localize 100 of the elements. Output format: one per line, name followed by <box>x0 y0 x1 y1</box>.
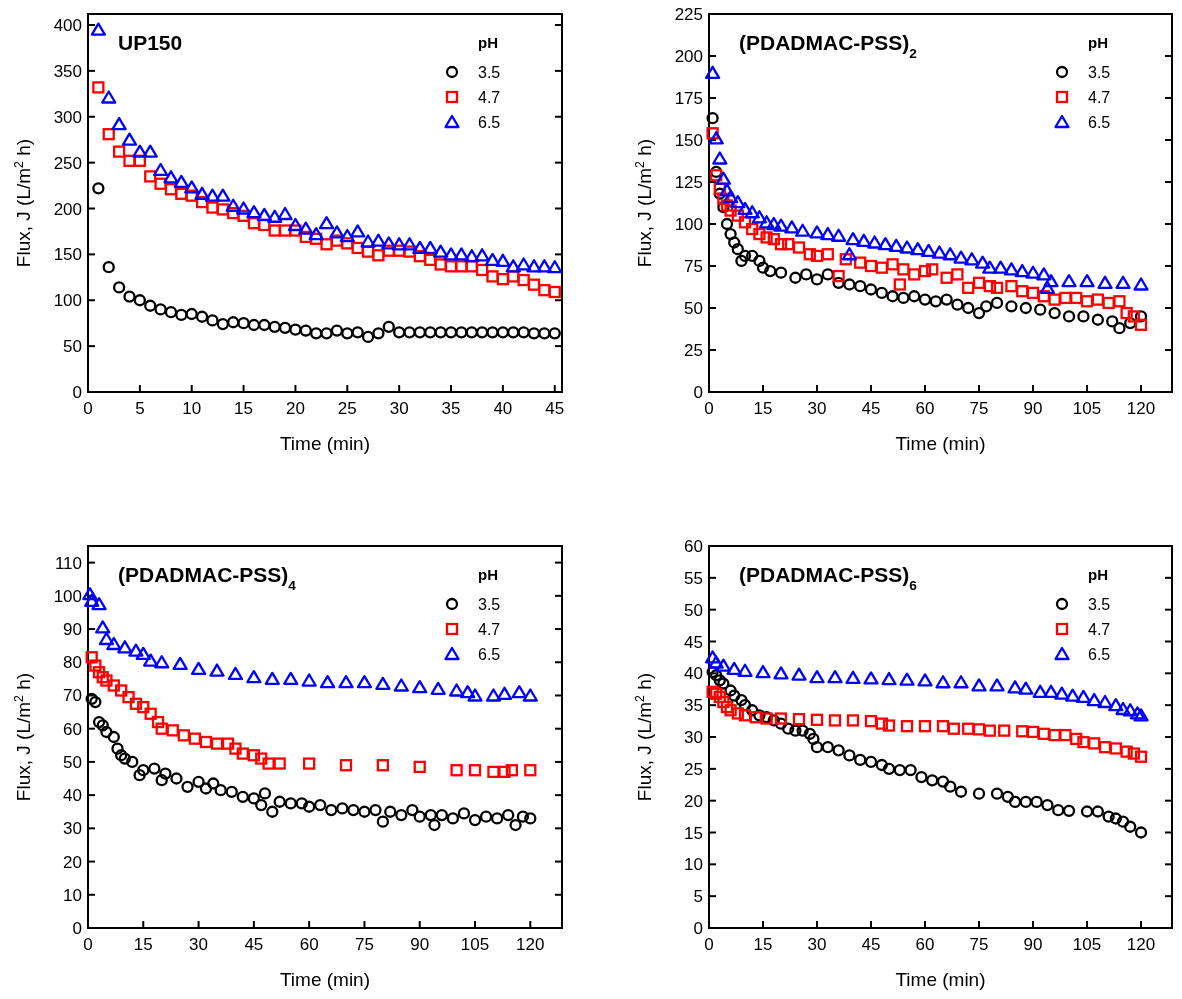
y-tick-label: 110 <box>54 553 82 573</box>
x-tick-label: 15 <box>133 935 153 954</box>
point <box>132 144 148 158</box>
point <box>1059 728 1072 742</box>
y-tick-label: 100 <box>53 291 82 311</box>
point <box>1077 735 1090 749</box>
point <box>810 741 824 754</box>
point <box>980 300 993 313</box>
point <box>424 326 437 339</box>
legend-label: 4.7 <box>478 89 501 106</box>
point <box>893 278 906 291</box>
point <box>1070 291 1083 305</box>
point <box>310 327 323 340</box>
point <box>738 699 752 712</box>
point <box>1079 273 1095 288</box>
point <box>1070 732 1083 746</box>
y-tick-label: 40 <box>684 664 703 684</box>
point <box>1134 310 1148 323</box>
point <box>246 205 262 219</box>
y-tick-label: 60 <box>684 537 703 556</box>
point <box>95 620 111 634</box>
point <box>356 675 373 689</box>
y-tick-label: 50 <box>63 752 82 772</box>
point <box>393 678 409 692</box>
point <box>1041 798 1054 812</box>
point <box>199 735 213 749</box>
y-tick-label: 20 <box>684 791 703 811</box>
x-tick-label: 45 <box>545 399 565 418</box>
point <box>708 131 724 145</box>
point <box>495 253 511 267</box>
point <box>918 293 932 306</box>
point <box>807 732 820 746</box>
point <box>1026 286 1040 300</box>
point <box>713 182 726 195</box>
x-tick-label: 45 <box>244 935 264 954</box>
point <box>915 770 928 784</box>
point <box>710 669 723 682</box>
point <box>951 268 964 281</box>
point <box>381 236 397 250</box>
point <box>888 238 904 252</box>
point <box>828 714 842 727</box>
point <box>989 678 1005 692</box>
point <box>1005 300 1018 313</box>
point <box>216 203 229 216</box>
point <box>1048 728 1061 742</box>
legend-title: pH <box>478 34 498 51</box>
point <box>1109 812 1122 825</box>
point <box>142 144 158 158</box>
y-tick-label: 175 <box>674 89 703 108</box>
point <box>715 171 732 185</box>
point <box>329 225 345 239</box>
x-tick-label: 45 <box>861 935 881 954</box>
point <box>1037 727 1050 740</box>
point <box>107 730 120 744</box>
point <box>940 271 953 284</box>
point <box>899 240 915 254</box>
point <box>722 189 739 204</box>
point <box>1088 737 1101 750</box>
legend-label: 3.5 <box>1088 64 1111 81</box>
point <box>766 216 782 231</box>
y-tick-label: 125 <box>674 173 703 192</box>
point <box>821 741 834 754</box>
point <box>536 259 553 273</box>
point <box>256 207 272 222</box>
point <box>126 755 139 769</box>
point <box>339 759 353 772</box>
point <box>538 284 551 297</box>
point <box>784 220 800 234</box>
point <box>90 22 107 36</box>
point <box>84 593 100 607</box>
point <box>247 749 261 762</box>
point <box>486 270 499 283</box>
point <box>287 217 304 232</box>
point <box>195 195 209 209</box>
point <box>720 700 734 714</box>
point <box>713 690 726 704</box>
point <box>1036 267 1052 281</box>
point <box>450 764 463 777</box>
point <box>1127 747 1140 760</box>
point <box>376 815 390 828</box>
point <box>255 798 268 812</box>
point <box>990 787 1004 800</box>
point <box>369 803 382 817</box>
point <box>918 264 932 278</box>
point <box>277 206 293 221</box>
point <box>774 238 788 251</box>
point <box>710 165 723 179</box>
point <box>338 675 354 689</box>
y-tick-label: 50 <box>684 600 703 620</box>
point <box>737 201 753 216</box>
point <box>361 245 375 258</box>
point <box>863 671 879 685</box>
point <box>1108 698 1124 712</box>
point <box>1062 804 1076 817</box>
point <box>731 707 744 720</box>
point <box>457 807 471 820</box>
point <box>258 318 271 332</box>
point <box>990 296 1004 310</box>
point <box>992 260 1009 274</box>
point <box>430 681 446 695</box>
